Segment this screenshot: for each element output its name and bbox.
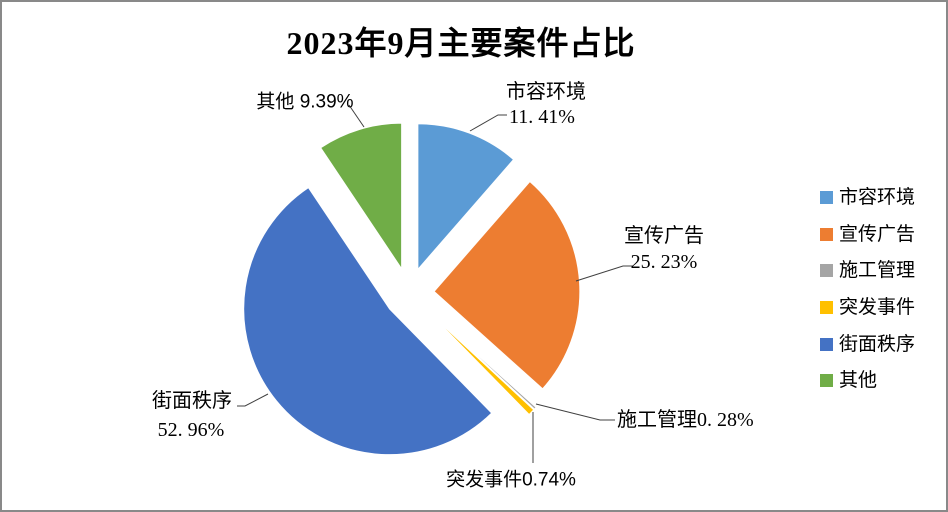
legend-swatch-icon [820, 190, 833, 204]
data-label: 25. 23% [631, 251, 698, 273]
chart-title: 2023年9月主要案件占比 [286, 25, 636, 61]
legend-item-3: 突发事件 [820, 289, 915, 326]
legend-item-5: 其他 [820, 362, 915, 399]
leader-line-2 [535, 403, 615, 421]
leader-line-1 [575, 265, 633, 282]
pie-slice-3 [426, 309, 535, 416]
leader-lines [237, 104, 633, 463]
legend-swatch-icon [820, 337, 833, 351]
data-label: 街面秩序 [152, 389, 232, 412]
data-label: 其他 9.39% [256, 91, 353, 113]
data-label: 52. 96% [158, 419, 225, 441]
data-labels: 市容环境 11. 41% 宣传广告 25. 23% 施工管理0. 28% 突发事件0.74… [152, 80, 754, 491]
legend-item-1: 宣传广告 [820, 216, 915, 253]
pie-slice-5 [319, 122, 403, 270]
leader-line-0 [469, 114, 507, 132]
legend: 市容环境宣传广告施工管理突发事件街面秩序其他 [820, 179, 915, 399]
legend-label: 其他 [839, 370, 878, 392]
leader-line-4 [237, 393, 269, 407]
legend-item-2: 施工管理 [820, 252, 915, 289]
leader-line-5 [348, 104, 365, 128]
legend-item-0: 市容环境 [820, 179, 915, 216]
legend-swatch-icon [820, 227, 833, 241]
legend-label: 宣传广告 [839, 223, 916, 245]
pie-slices [243, 122, 581, 456]
legend-label: 施工管理 [839, 260, 916, 282]
legend-item-4: 街面秩序 [820, 326, 915, 363]
legend-swatch-icon [820, 374, 833, 388]
data-label: 市容环境 [506, 80, 586, 103]
legend-swatch-icon [820, 264, 833, 278]
pie-slice-1 [433, 180, 581, 390]
data-label: 施工管理0. 28% [617, 408, 754, 431]
data-label: 11. 41% [509, 106, 575, 128]
pie-slice-2 [426, 309, 537, 410]
legend-label: 突发事件 [839, 296, 916, 318]
data-label: 突发事件0.74% [446, 469, 576, 491]
legend-label: 街面秩序 [839, 333, 916, 355]
pie-slice-4 [243, 186, 493, 456]
data-label: 宣传广告 [624, 224, 704, 247]
legend-swatch-icon [820, 300, 833, 314]
legend-label: 市容环境 [839, 186, 916, 208]
pie-slice-0 [417, 122, 515, 271]
